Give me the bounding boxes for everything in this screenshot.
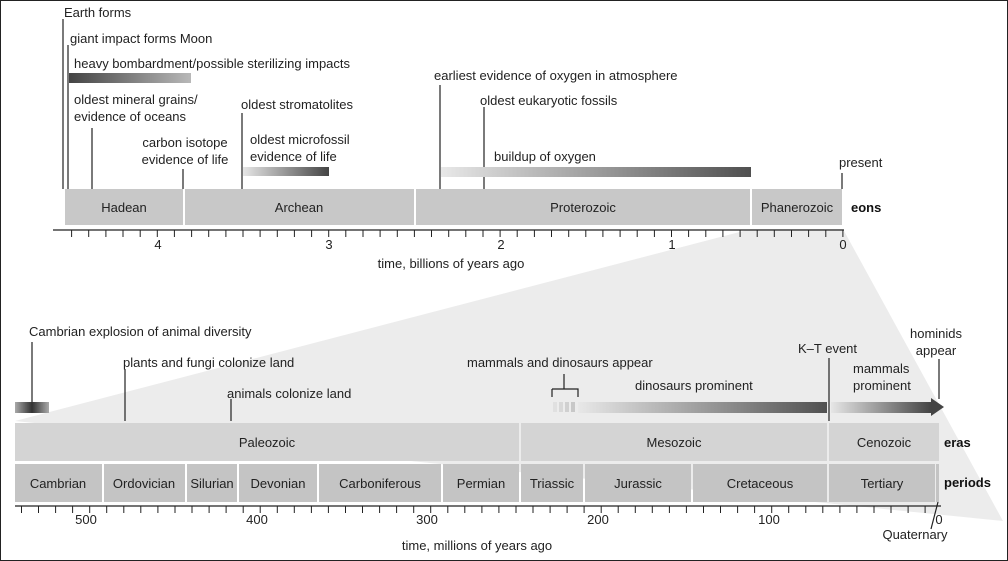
era-tick-300: 300 xyxy=(416,512,438,527)
eon-label-hadean: Hadean xyxy=(101,200,147,215)
carbon-isotope-label: carbon isotope xyxy=(142,135,227,150)
period-label-carboniferous: Carboniferous xyxy=(339,476,421,491)
era-bar-cenozoic xyxy=(829,423,939,461)
period-bar-cretaceous xyxy=(693,464,827,502)
carbon-isotope-label-2: evidence of life xyxy=(142,152,229,167)
eon-bar-hadean xyxy=(65,189,183,225)
oxygen-atmosphere-label: earliest evidence of oxygen in atmospher… xyxy=(434,68,678,83)
period-label-ordovician: Ordovician xyxy=(113,476,175,491)
period-bar-triassic xyxy=(521,464,583,502)
period-bar-quaternary xyxy=(936,464,939,502)
period-bar-permian xyxy=(443,464,519,502)
dinos-prominent-label: dinosaurs prominent xyxy=(635,378,753,393)
era-tick-200: 200 xyxy=(587,512,609,527)
era-bar-mesozoic xyxy=(521,423,827,461)
microfossil-label: oldest microfossil xyxy=(250,132,350,147)
eons-side-label: eons xyxy=(851,200,881,215)
eukaryotic-label: oldest eukaryotic fossils xyxy=(480,93,618,108)
kt-event-label: K–T event xyxy=(798,341,857,356)
eon-label-phanerozoic: Phanerozoic xyxy=(761,200,834,215)
eon-tick-3: 3 xyxy=(325,237,332,252)
cambrian-explosion-bar xyxy=(15,402,49,413)
plants-fungi-label: plants and fungi colonize land xyxy=(123,355,294,370)
eon-bar-phanerozoic xyxy=(752,189,842,225)
period-bar-jurassic xyxy=(585,464,691,502)
eon-minor-ticks xyxy=(71,230,844,237)
microfossil-bar xyxy=(243,167,329,176)
era-tick-400: 400 xyxy=(246,512,268,527)
era-events: Cambrian explosion of animal diversity p… xyxy=(15,324,963,421)
eras-side-label: eras xyxy=(944,435,971,450)
moon-label: giant impact forms Moon xyxy=(70,31,212,46)
periods-side-label: periods xyxy=(944,475,991,490)
hominids-label: hominids xyxy=(910,326,963,341)
eras-axis-caption: time, millions of years ago xyxy=(402,538,552,553)
mammals-prominent-bar xyxy=(831,402,931,413)
present-label: present xyxy=(839,155,883,170)
eon-bar-archean xyxy=(185,189,414,225)
period-label-permian: Permian xyxy=(457,476,505,491)
era-tick-0: 0 xyxy=(935,512,942,527)
microfossil-label-2: evidence of life xyxy=(250,149,337,164)
period-bar-cambrian xyxy=(15,464,102,502)
period-label-triassic: Triassic xyxy=(530,476,575,491)
eras-axis: 500 400 300 200 100 0 time, millions of … xyxy=(15,505,943,553)
period-label-devonian: Devonian xyxy=(251,476,306,491)
dinos-prominent-bar xyxy=(578,402,827,413)
eons-axis: 4 3 2 1 0 time, billions of years ago xyxy=(53,229,847,271)
eon-tick-0: 0 xyxy=(839,237,846,252)
period-bar-silurian xyxy=(187,464,237,502)
eon-events: Earth forms giant impact forms Moon heav… xyxy=(62,5,883,189)
era-tick-100: 100 xyxy=(758,512,780,527)
era-minor-ticks xyxy=(21,506,926,513)
bombardment-bar xyxy=(69,73,191,83)
period-label-cretaceous: Cretaceous xyxy=(727,476,794,491)
mammals-dinos-dashes xyxy=(553,402,575,412)
era-tick-500: 500 xyxy=(75,512,97,527)
eon-bar-proterozoic xyxy=(416,189,750,225)
eons-axis-caption: time, billions of years ago xyxy=(378,256,525,271)
stromatolites-label: oldest stromatolites xyxy=(241,97,353,112)
mammals-dinos-label: mammals and dinosaurs appear xyxy=(467,355,653,370)
eon-bars: Hadean Archean Proterozoic Phanerozoic xyxy=(65,189,842,225)
era-label-cenozoic: Cenozoic xyxy=(857,435,912,450)
period-label-jurassic: Jurassic xyxy=(614,476,662,491)
period-label-cambrian: Cambrian xyxy=(30,476,86,491)
eon-label-archean: Archean xyxy=(275,200,323,215)
era-bars: Paleozoic Mesozoic Cenozoic xyxy=(15,423,939,461)
earth-forms-label: Earth forms xyxy=(64,5,132,20)
eon-label-proterozoic: Proterozoic xyxy=(550,200,616,215)
period-bar-tertiary xyxy=(829,464,935,502)
period-label-tertiary: Tertiary xyxy=(861,476,904,491)
period-bar-ordovician xyxy=(104,464,185,502)
mammals-prominent-label-2: prominent xyxy=(853,378,911,393)
cambrian-explosion-label: Cambrian explosion of animal diversity xyxy=(29,324,252,339)
mineral-grains-label: oldest mineral grains/ xyxy=(74,92,198,107)
period-bar-carboniferous xyxy=(319,464,441,502)
mammals-dinos-bracket xyxy=(551,374,579,397)
period-bars: Cambrian Ordovician Silurian Devonian Ca… xyxy=(15,464,939,502)
hominids-label-2: appear xyxy=(916,343,957,358)
mammals-prominent-arrow xyxy=(931,398,944,416)
period-label-silurian: Silurian xyxy=(190,476,233,491)
eon-tick-2: 2 xyxy=(497,237,504,252)
oxygen-buildup-label: buildup of oxygen xyxy=(494,149,596,164)
era-label-paleozoic: Paleozoic xyxy=(239,435,296,450)
eon-tick-1: 1 xyxy=(668,237,675,252)
bombardment-label: heavy bombardment/possible sterilizing i… xyxy=(74,56,351,71)
mammals-prominent-label: mammals xyxy=(853,361,910,376)
eon-tick-4: 4 xyxy=(154,237,161,252)
mineral-grains-label-2: evidence of oceans xyxy=(74,109,187,124)
era-label-mesozoic: Mesozoic xyxy=(647,435,702,450)
quaternary-label: Quaternary xyxy=(882,527,948,542)
era-bar-paleozoic xyxy=(15,423,519,461)
period-bar-devonian xyxy=(239,464,317,502)
oxygen-buildup-bar xyxy=(441,167,751,177)
animals-land-label: animals colonize land xyxy=(227,386,351,401)
quaternary-pointer xyxy=(930,501,939,530)
